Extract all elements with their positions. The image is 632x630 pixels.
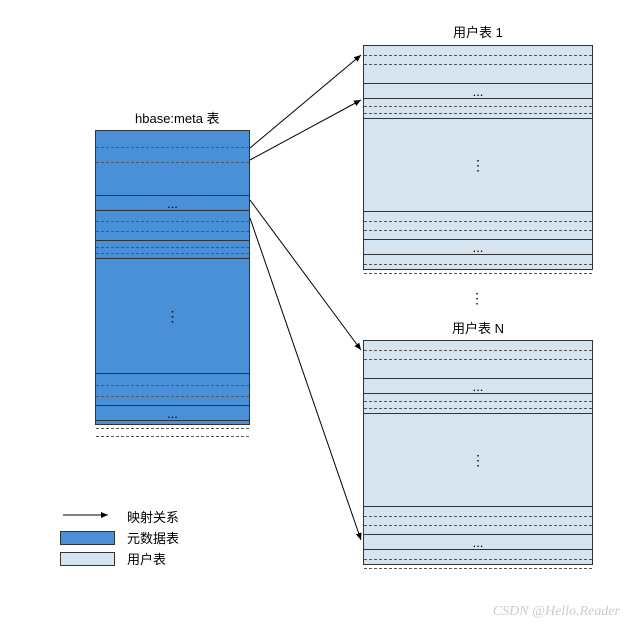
- table-section: [364, 211, 592, 239]
- mapping-arrow: [250, 100, 361, 160]
- legend-arrow-row: 映射关系: [60, 507, 179, 526]
- watermark: CSDN @Hello.Reader: [493, 604, 620, 620]
- table-section: ...: [96, 405, 249, 420]
- user-table-1: ... ⋮...: [363, 45, 593, 270]
- table-section: ...: [364, 239, 592, 254]
- dash-line: [364, 273, 592, 274]
- mapping-arrow: [250, 200, 361, 350]
- meta-table: ... ⋮...: [95, 130, 250, 425]
- dash-line: [364, 221, 592, 222]
- dash-line: [364, 401, 592, 402]
- legend-meta-row: 元数据表: [60, 528, 179, 547]
- table-section: [96, 373, 249, 405]
- table-section: [96, 210, 249, 240]
- dash-line: [364, 359, 592, 360]
- user-table-1-label: 用户表 1: [453, 22, 503, 41]
- table-section: ...: [364, 378, 592, 393]
- dash-line: [364, 516, 592, 517]
- dash-line: [364, 559, 592, 560]
- legend-arrow-label: 映射关系: [127, 507, 179, 526]
- table-section: [364, 254, 592, 280]
- dash-line: [96, 428, 249, 429]
- dash-line: [364, 264, 592, 265]
- legend-user-label: 用户表: [127, 549, 166, 568]
- table-section: [96, 147, 249, 195]
- dash-line: [96, 247, 249, 248]
- user-table-n: ... ⋮...: [363, 340, 593, 565]
- table-section: [364, 55, 592, 83]
- table-section: ⋮: [364, 118, 592, 211]
- dash-line: [364, 350, 592, 351]
- dash-line: [96, 396, 249, 397]
- legend-meta-swatch: [60, 531, 115, 545]
- table-section: [364, 350, 592, 378]
- table-section: ...: [364, 83, 592, 98]
- legend-arrow-icon: [60, 509, 115, 524]
- dash-line: [364, 408, 592, 409]
- dash-line: [96, 231, 249, 232]
- dash-line: [96, 221, 249, 222]
- table-section: [364, 506, 592, 534]
- dash-line: [364, 113, 592, 114]
- dash-line: [96, 147, 249, 148]
- legend-user-row: 用户表: [60, 549, 179, 568]
- mapping-arrow: [250, 55, 361, 148]
- table-section: ⋮: [96, 258, 249, 373]
- table-section: ...: [364, 534, 592, 549]
- table-section: ...: [96, 195, 249, 210]
- table-section: [364, 549, 592, 575]
- user-table-n-label: 用户表 N: [452, 318, 504, 337]
- dash-line: [364, 106, 592, 107]
- dash-line: [364, 55, 592, 56]
- table-section: [364, 393, 592, 413]
- table-section: [96, 420, 249, 442]
- table-section: [96, 240, 249, 258]
- legend: 映射关系 元数据表 用户表: [60, 505, 179, 570]
- legend-user-swatch: [60, 552, 115, 566]
- dash-line: [364, 525, 592, 526]
- dash-line: [364, 64, 592, 65]
- dash-line: [96, 436, 249, 437]
- meta-table-label: hbase:meta 表: [135, 108, 220, 127]
- dash-line: [96, 162, 249, 163]
- legend-meta-label: 元数据表: [127, 528, 179, 547]
- dash-line: [364, 568, 592, 569]
- table-section: [364, 98, 592, 118]
- dash-line: [96, 385, 249, 386]
- dash-line: [364, 230, 592, 231]
- mapping-arrow: [250, 218, 361, 540]
- dash-line: [96, 253, 249, 254]
- between-vdots: ⋮: [470, 290, 484, 307]
- table-section: ⋮: [364, 413, 592, 506]
